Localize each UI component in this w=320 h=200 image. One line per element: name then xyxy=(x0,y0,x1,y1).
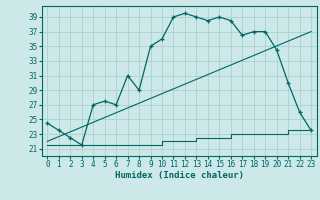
X-axis label: Humidex (Indice chaleur): Humidex (Indice chaleur) xyxy=(115,171,244,180)
